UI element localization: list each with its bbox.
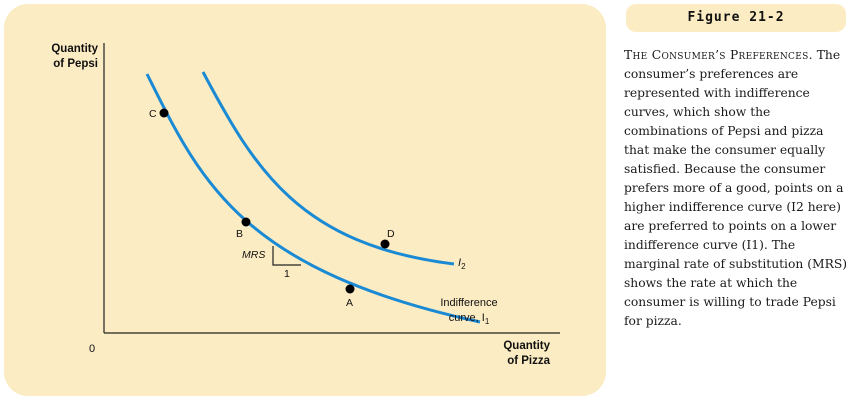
indifference-diagram xyxy=(103,43,560,334)
point-d xyxy=(380,239,390,249)
curve-label-i2: I2 xyxy=(458,257,466,272)
indifference-curve-i1 xyxy=(145,73,481,324)
mrs-run-label: 1 xyxy=(284,268,290,280)
caption-title: The Consumer’s Preferences. xyxy=(624,48,813,62)
y-axis-label: Quantity of Pepsi xyxy=(51,43,98,70)
point-a xyxy=(345,284,355,294)
point-label-d: D xyxy=(387,228,395,240)
curve-label-i1: Indifference curve, I1 xyxy=(440,297,498,327)
caption-body: The Consumer’s Preferences. The consumer… xyxy=(624,46,850,331)
indifference-curve-i2 xyxy=(201,71,455,266)
point-label-c: C xyxy=(149,108,157,120)
point-label-b: B xyxy=(236,228,244,240)
mrs-label: MRS xyxy=(242,249,266,261)
x-axis-label: Quantity of Pizza xyxy=(503,340,550,367)
point-label-a: A xyxy=(346,297,354,309)
figure-header: Figure 21-2 xyxy=(626,4,846,32)
mrs-triangle xyxy=(272,246,301,266)
origin-label: 0 xyxy=(89,343,96,355)
point-b xyxy=(241,217,251,227)
caption-text: The consumer’s preferences are represent… xyxy=(624,48,848,328)
point-c xyxy=(159,108,169,118)
figure-caption: Figure 21-2 The Consumer’s Preferences. … xyxy=(618,4,848,396)
